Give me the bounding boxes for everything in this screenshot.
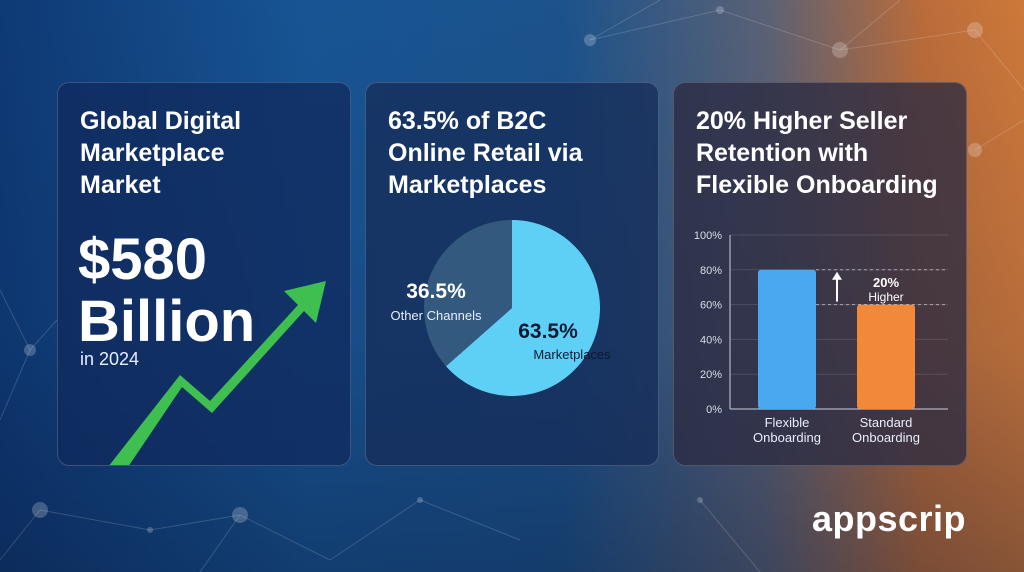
bar-standard [857,304,915,409]
difference-arrowhead-icon [832,271,842,280]
pie-chart: 63.5% Marketplaces 36.5% Other Channels [390,220,611,396]
growth-arrow [109,281,326,465]
pie-slice-marketplaces [445,220,600,396]
pie-value-marketplaces: 63.5% [518,320,578,343]
market-size-title: Global Digital Marketplace Market [80,107,242,199]
market-size-value: $580 Billion [78,227,256,354]
appscrip-logo: appscrip [812,498,967,539]
pie-label-other-channels: Other Channels [390,308,482,323]
y-tick-label: 0% [706,404,722,416]
y-tick-label: 100% [694,230,722,242]
x-tick-label-flexible: Onboarding [753,430,821,445]
retention-title: 20% Higher Seller Retention with Flexibl… [696,107,938,199]
x-tick-label-flexible: Flexible [765,415,810,430]
y-tick-label: 20% [700,369,722,381]
y-tick-label: 80% [700,265,722,277]
bar-chart: 0%20%40%60%80%100%FlexibleOnboardingStan… [694,230,948,445]
growth-arrow-icon [109,281,326,465]
y-tick-label: 60% [700,300,722,312]
pie-slice-other-channels [424,220,512,367]
b2c-share-card: 63.5% of B2C Online Retail via Marketpla… [365,82,659,466]
y-tick-label: 40% [700,334,722,346]
x-tick-label-standard: Onboarding [852,430,920,445]
difference-value: 20% [873,275,899,290]
bar-flexible [758,269,816,409]
market-size-card: Global Digital Marketplace Market $580 B… [57,82,351,466]
b2c-share-title: 63.5% of B2C Online Retail via Marketpla… [388,107,583,199]
x-tick-label-standard: Standard [860,415,913,430]
pie-value-other-channels: 36.5% [406,280,466,303]
pie-label-marketplaces: Marketplaces [533,347,611,362]
difference-label: Higher [868,290,903,304]
retention-card: 20% Higher Seller Retention with Flexibl… [673,82,967,466]
market-size-year: in 2024 [80,349,140,369]
